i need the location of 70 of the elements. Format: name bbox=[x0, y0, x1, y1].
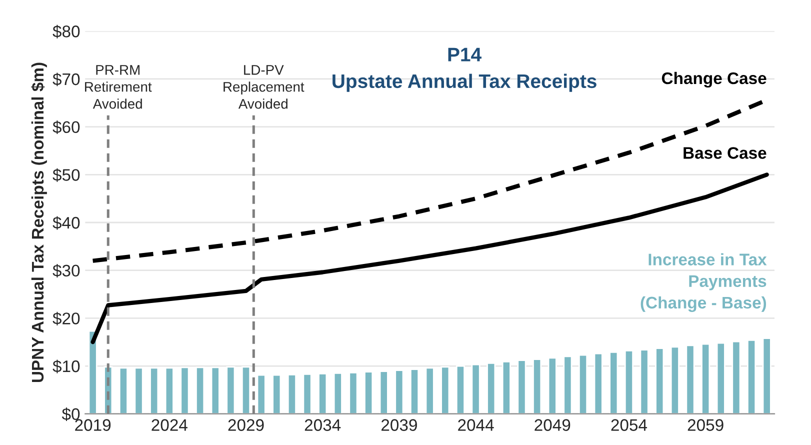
bar bbox=[164, 367, 174, 414]
line-series bbox=[90, 172, 769, 344]
bar bbox=[348, 372, 358, 414]
series-label: Base Case bbox=[684, 147, 766, 159]
bar bbox=[456, 365, 465, 414]
y-tick-label: $50 bbox=[52, 168, 80, 182]
bar bbox=[716, 342, 726, 414]
y-tick-label: $20 bbox=[52, 312, 80, 326]
ref-line-label: LD-PV Replacement Avoided bbox=[224, 65, 304, 109]
bar bbox=[517, 360, 526, 414]
series-label: Change Case bbox=[662, 72, 766, 88]
bar bbox=[609, 351, 618, 414]
bar bbox=[150, 367, 159, 414]
bar bbox=[471, 364, 480, 414]
bar bbox=[210, 366, 220, 414]
y-tick-label: $70 bbox=[52, 72, 80, 86]
ref-line-label: PR-RM Retirement Avoided bbox=[85, 65, 152, 109]
bar bbox=[287, 374, 296, 414]
x-tick-label: 2049 bbox=[534, 419, 570, 431]
y-tick-label: $10 bbox=[52, 360, 80, 374]
bar bbox=[701, 343, 710, 414]
bar bbox=[241, 366, 251, 414]
bar bbox=[594, 352, 603, 414]
bar bbox=[410, 368, 420, 414]
bar bbox=[747, 339, 756, 414]
y-tick-label: $80 bbox=[52, 24, 80, 38]
bar bbox=[118, 367, 128, 414]
bar bbox=[256, 374, 266, 414]
bar bbox=[762, 338, 772, 414]
y-tick-label: $30 bbox=[52, 264, 80, 278]
bar bbox=[394, 370, 404, 414]
bar bbox=[333, 372, 342, 414]
y-axis-title: UPNY Annual Tax Receipts (nominal $m) bbox=[31, 62, 47, 382]
bar bbox=[302, 373, 312, 414]
text: P14 Upstate Annual Tax Receipts bbox=[332, 48, 596, 92]
bar bbox=[226, 366, 236, 414]
x-tick-label: 2044 bbox=[458, 419, 494, 431]
bar bbox=[624, 350, 634, 414]
series-label: Increase in Tax Payments (Change - Base) bbox=[640, 253, 767, 312]
bar bbox=[196, 366, 205, 414]
bar bbox=[548, 357, 557, 414]
x-tick-label: 2034 bbox=[304, 419, 341, 431]
x-tick-label: 2039 bbox=[381, 419, 417, 431]
bar bbox=[180, 366, 190, 414]
bar bbox=[134, 367, 144, 414]
bar bbox=[486, 362, 496, 414]
y-tick-label: $0 bbox=[62, 408, 80, 422]
bar bbox=[379, 370, 388, 414]
y-tick-label: $60 bbox=[52, 120, 80, 134]
bar bbox=[732, 340, 741, 414]
bar bbox=[364, 371, 374, 414]
x-tick-label: 2054 bbox=[611, 419, 648, 431]
bar bbox=[502, 361, 511, 414]
x-tick-label: 2059 bbox=[688, 419, 724, 431]
bar bbox=[88, 330, 98, 414]
bar bbox=[440, 366, 450, 414]
x-tick-label: 2024 bbox=[152, 419, 188, 431]
x-tick-label: 2019 bbox=[75, 419, 111, 431]
bar bbox=[425, 367, 434, 414]
bar bbox=[686, 344, 695, 414]
x-tick-label: 2029 bbox=[228, 419, 264, 431]
bar bbox=[318, 372, 328, 414]
bar bbox=[578, 354, 588, 414]
bar bbox=[670, 346, 680, 414]
bar bbox=[640, 349, 649, 414]
bar bbox=[532, 358, 542, 414]
bar bbox=[272, 374, 282, 414]
y-tick-label: $40 bbox=[52, 216, 80, 230]
bar bbox=[655, 348, 664, 414]
bar bbox=[563, 356, 572, 414]
